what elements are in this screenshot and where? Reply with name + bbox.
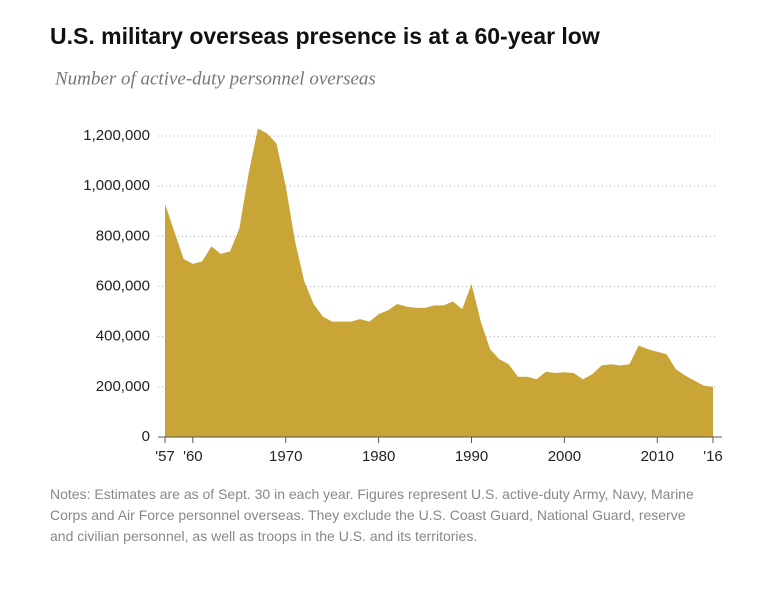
y-tick-label: 1,000,000 [83, 177, 150, 194]
y-tick-label: 1,200,000 [83, 127, 150, 144]
x-tick-label: 2010 [641, 448, 674, 465]
x-tick-label: 1990 [455, 448, 488, 465]
area [165, 128, 713, 437]
chart-title: U.S. military overseas presence is at a … [50, 23, 600, 49]
y-tick-label: 600,000 [96, 277, 150, 294]
y-tick-label: 200,000 [96, 378, 150, 395]
y-tick-label: 0 [142, 428, 150, 445]
x-tick-label: 2000 [548, 448, 581, 465]
x-tick-label: 1980 [362, 448, 395, 465]
y-tick-label: 800,000 [96, 227, 150, 244]
notes: Notes: Estimates are as of Sept. 30 in e… [50, 486, 694, 544]
x-tick-label: '57 [155, 448, 175, 465]
y-tick-label: 400,000 [96, 328, 150, 345]
x-tick-label: '16 [703, 448, 723, 465]
x-tick-label: 1970 [269, 448, 302, 465]
chart-subtitle: Number of active-duty personnel overseas [54, 68, 376, 89]
x-tick-label: '60 [183, 448, 203, 465]
